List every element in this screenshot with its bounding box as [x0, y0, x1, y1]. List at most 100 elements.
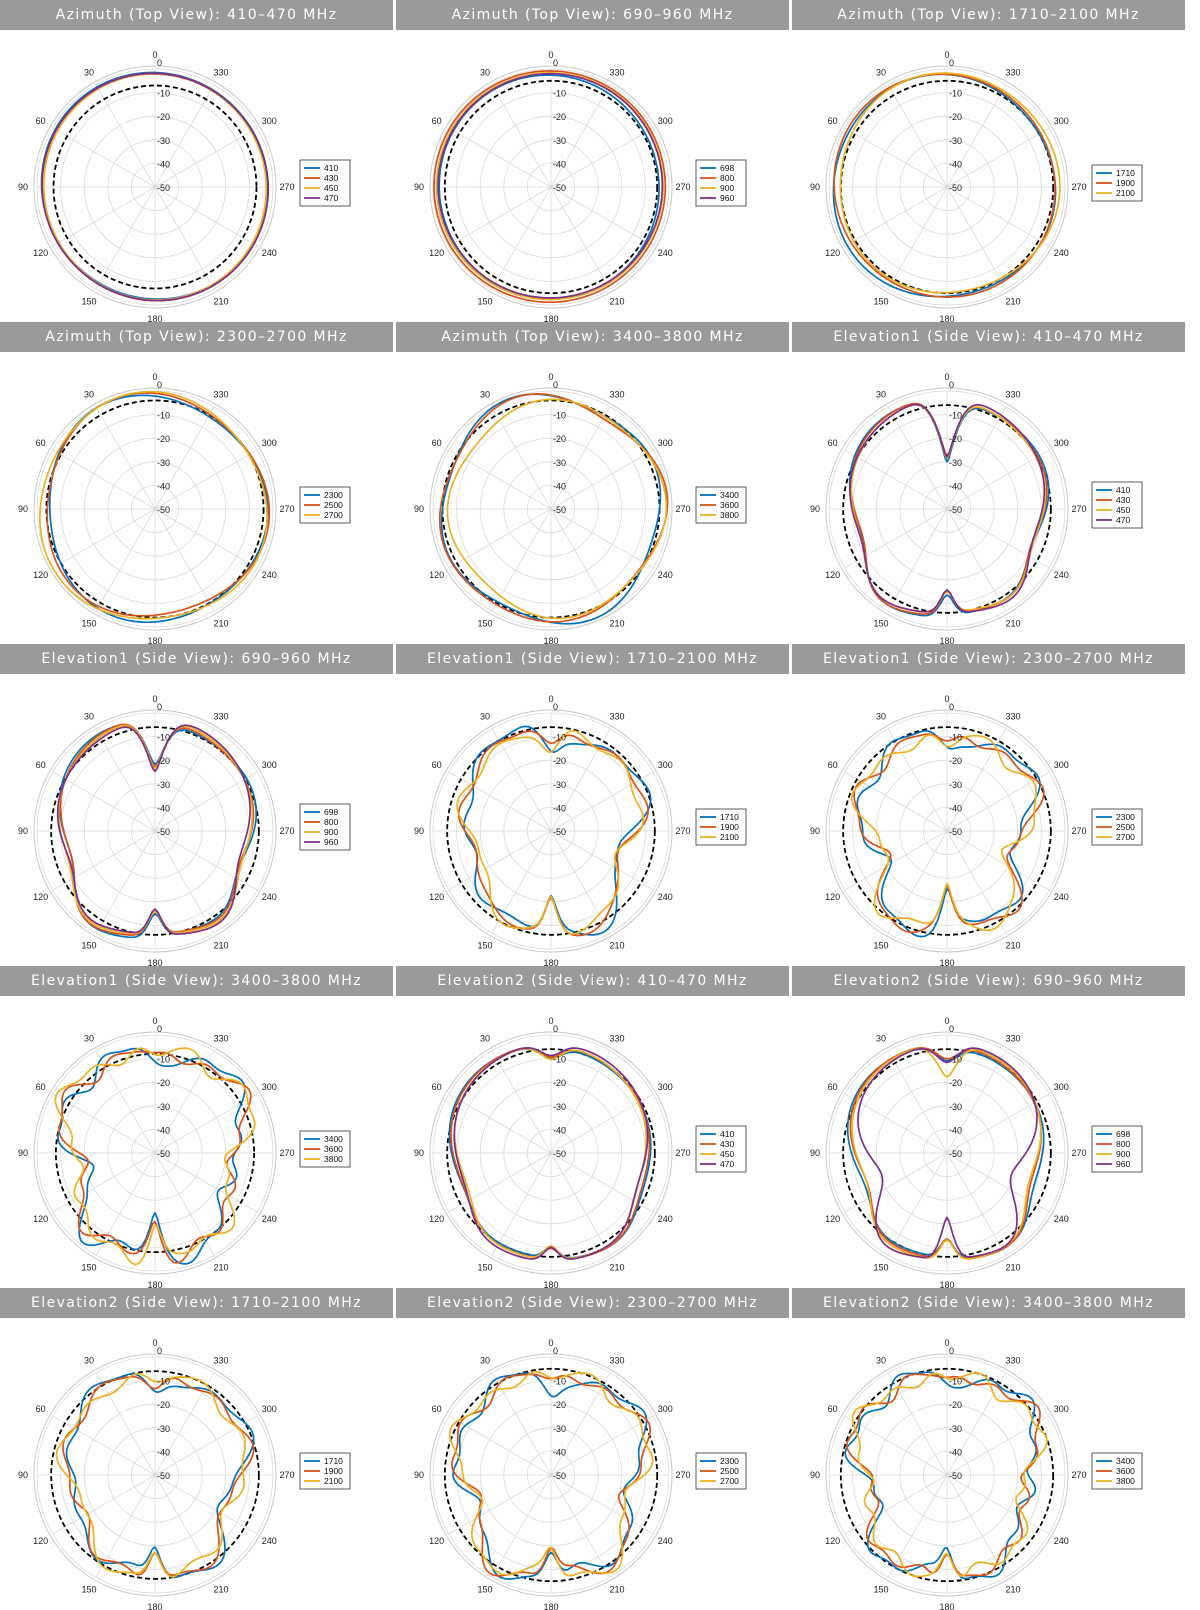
angle-tick-label: 180: [939, 636, 954, 644]
legend-label: 800: [1116, 1139, 1130, 1149]
angle-tick-label: 210: [213, 1584, 228, 1594]
angle-tick-label: 30: [84, 68, 94, 78]
grid-spoke: [550, 1415, 654, 1476]
grid-spoke: [550, 1050, 611, 1154]
angle-tick-label: 90: [810, 182, 820, 192]
legend-label: 1710: [324, 1456, 343, 1466]
chart-panel: Elevation1 (Side View): 1710–2100 MHz -50…: [396, 644, 789, 966]
angle-tick-label: 270: [675, 1148, 690, 1158]
angle-tick-label: 150: [873, 1584, 888, 1594]
angle-tick-label: 30: [876, 390, 886, 400]
legend-label: 960: [720, 193, 734, 203]
grid-spoke: [52, 186, 156, 247]
angle-tick-label: 180: [939, 1602, 954, 1610]
legend-label: 410: [324, 163, 338, 173]
grid-spoke: [154, 728, 215, 832]
chart-panel: Azimuth (Top View): 2300–2700 MHz -50 -40-…: [0, 322, 393, 644]
radial-tick-label: 0: [553, 702, 558, 712]
radial-tick-label: -20: [949, 1400, 962, 1410]
angle-tick-label: 240: [658, 570, 673, 580]
grid-spoke: [844, 186, 948, 247]
grid-spoke: [946, 1093, 1050, 1154]
radial-tick-label: -10: [949, 89, 962, 99]
polar-plot: -50 -40 -30 -20 -10 00 30 60 90 120 150 180 210 240 27…: [414, 1016, 747, 1288]
angle-tick-label: 270: [279, 1148, 294, 1158]
grid-spoke: [887, 1474, 948, 1578]
grid-spoke: [491, 728, 552, 832]
polar-plot: -50 -40 -30 -20 -10 00 30 60 90 120 150 180 210 240 27…: [18, 1016, 351, 1288]
angle-tick-label: 0: [944, 372, 949, 382]
angle-tick-label: 120: [429, 248, 444, 258]
angle-tick-label: 120: [33, 892, 48, 902]
polar-plot: -50 -40 -30 -20 -10 00 30 60 90 120 150 180 210 240 27…: [18, 50, 351, 322]
angle-tick-label: 240: [262, 248, 277, 258]
radial-tick-label: 0: [157, 58, 162, 68]
reference-circle: [839, 79, 1055, 295]
legend-label: 410: [720, 1129, 734, 1139]
legend-label: 1900: [1116, 178, 1135, 188]
chart-panel: Elevation1 (Side View): 690–960 MHz -50 -4…: [0, 644, 393, 966]
series-trace: [839, 72, 1061, 294]
angle-tick-label: 0: [944, 1338, 949, 1348]
grid-spoke: [550, 508, 611, 612]
chart-panel: Elevation1 (Side View): 2300–2700 MHz -50…: [792, 644, 1185, 966]
angle-tick-label: 0: [944, 1016, 949, 1026]
radial-tick-label: 0: [949, 1346, 954, 1356]
grid-spoke: [887, 508, 948, 612]
outer-ring: [33, 1353, 277, 1597]
legend-label: 900: [1116, 1149, 1130, 1159]
grid-spoke: [448, 1093, 552, 1154]
legend-label: 3800: [324, 1154, 343, 1164]
angle-tick-label: 180: [147, 1602, 162, 1610]
grid-spoke: [448, 1152, 552, 1213]
angle-tick-label: 30: [480, 712, 490, 722]
angle-tick-label: 330: [609, 390, 624, 400]
radial-tick-label: -10: [553, 89, 566, 99]
radial-tick-label: -10: [553, 1377, 566, 1387]
chart-title: Elevation1 (Side View): 2300–2700 MHz: [792, 644, 1185, 674]
series-trace: [55, 1372, 246, 1578]
radial-tick-label: -50: [949, 183, 962, 193]
series-trace: [57, 1047, 246, 1265]
angle-tick-label: 180: [543, 314, 558, 322]
radial-tick-label: -50: [949, 505, 962, 515]
angle-tick-label: 270: [1071, 1470, 1086, 1480]
grid-spoke: [95, 830, 156, 934]
grid-spoke: [154, 449, 258, 510]
angle-tick-label: 150: [81, 618, 96, 628]
series-trace: [41, 72, 269, 302]
radial-tick-label: -30: [553, 1424, 566, 1434]
angle-tick-label: 120: [825, 570, 840, 580]
grid-spoke: [491, 508, 552, 612]
grid-spoke: [550, 771, 654, 832]
radial-tick-label: -20: [157, 434, 170, 444]
legend-label: 900: [324, 827, 338, 837]
series-trace: [56, 724, 251, 935]
angle-tick-label: 180: [939, 314, 954, 322]
angle-tick-label: 330: [1005, 1034, 1020, 1044]
angle-tick-label: 330: [609, 712, 624, 722]
legend-label: 1900: [720, 822, 739, 832]
angle-tick-label: 330: [609, 1356, 624, 1366]
radial-tick-label: -20: [157, 1400, 170, 1410]
legend-label: 698: [720, 163, 734, 173]
radial-tick-label: -40: [157, 803, 170, 813]
grid-spoke: [946, 1415, 1050, 1476]
angle-tick-label: 0: [548, 50, 553, 60]
grid-spoke: [887, 830, 948, 934]
grid-spoke: [52, 830, 156, 891]
radial-tick-label: 0: [157, 702, 162, 712]
grid-spoke: [887, 728, 948, 832]
angle-tick-label: 300: [1054, 116, 1069, 126]
grid-spoke: [95, 1372, 156, 1476]
angle-tick-label: 150: [81, 940, 96, 950]
radial-tick-label: -40: [949, 481, 962, 491]
chart-title: Elevation2 (Side View): 1710–2100 MHz: [0, 1288, 393, 1318]
polar-plot: -50 -40 -30 -20 -10 00 30 60 90 120 150 180 210 240 27…: [18, 372, 351, 644]
legend-label: 800: [324, 817, 338, 827]
radial-tick-label: -10: [553, 733, 566, 743]
